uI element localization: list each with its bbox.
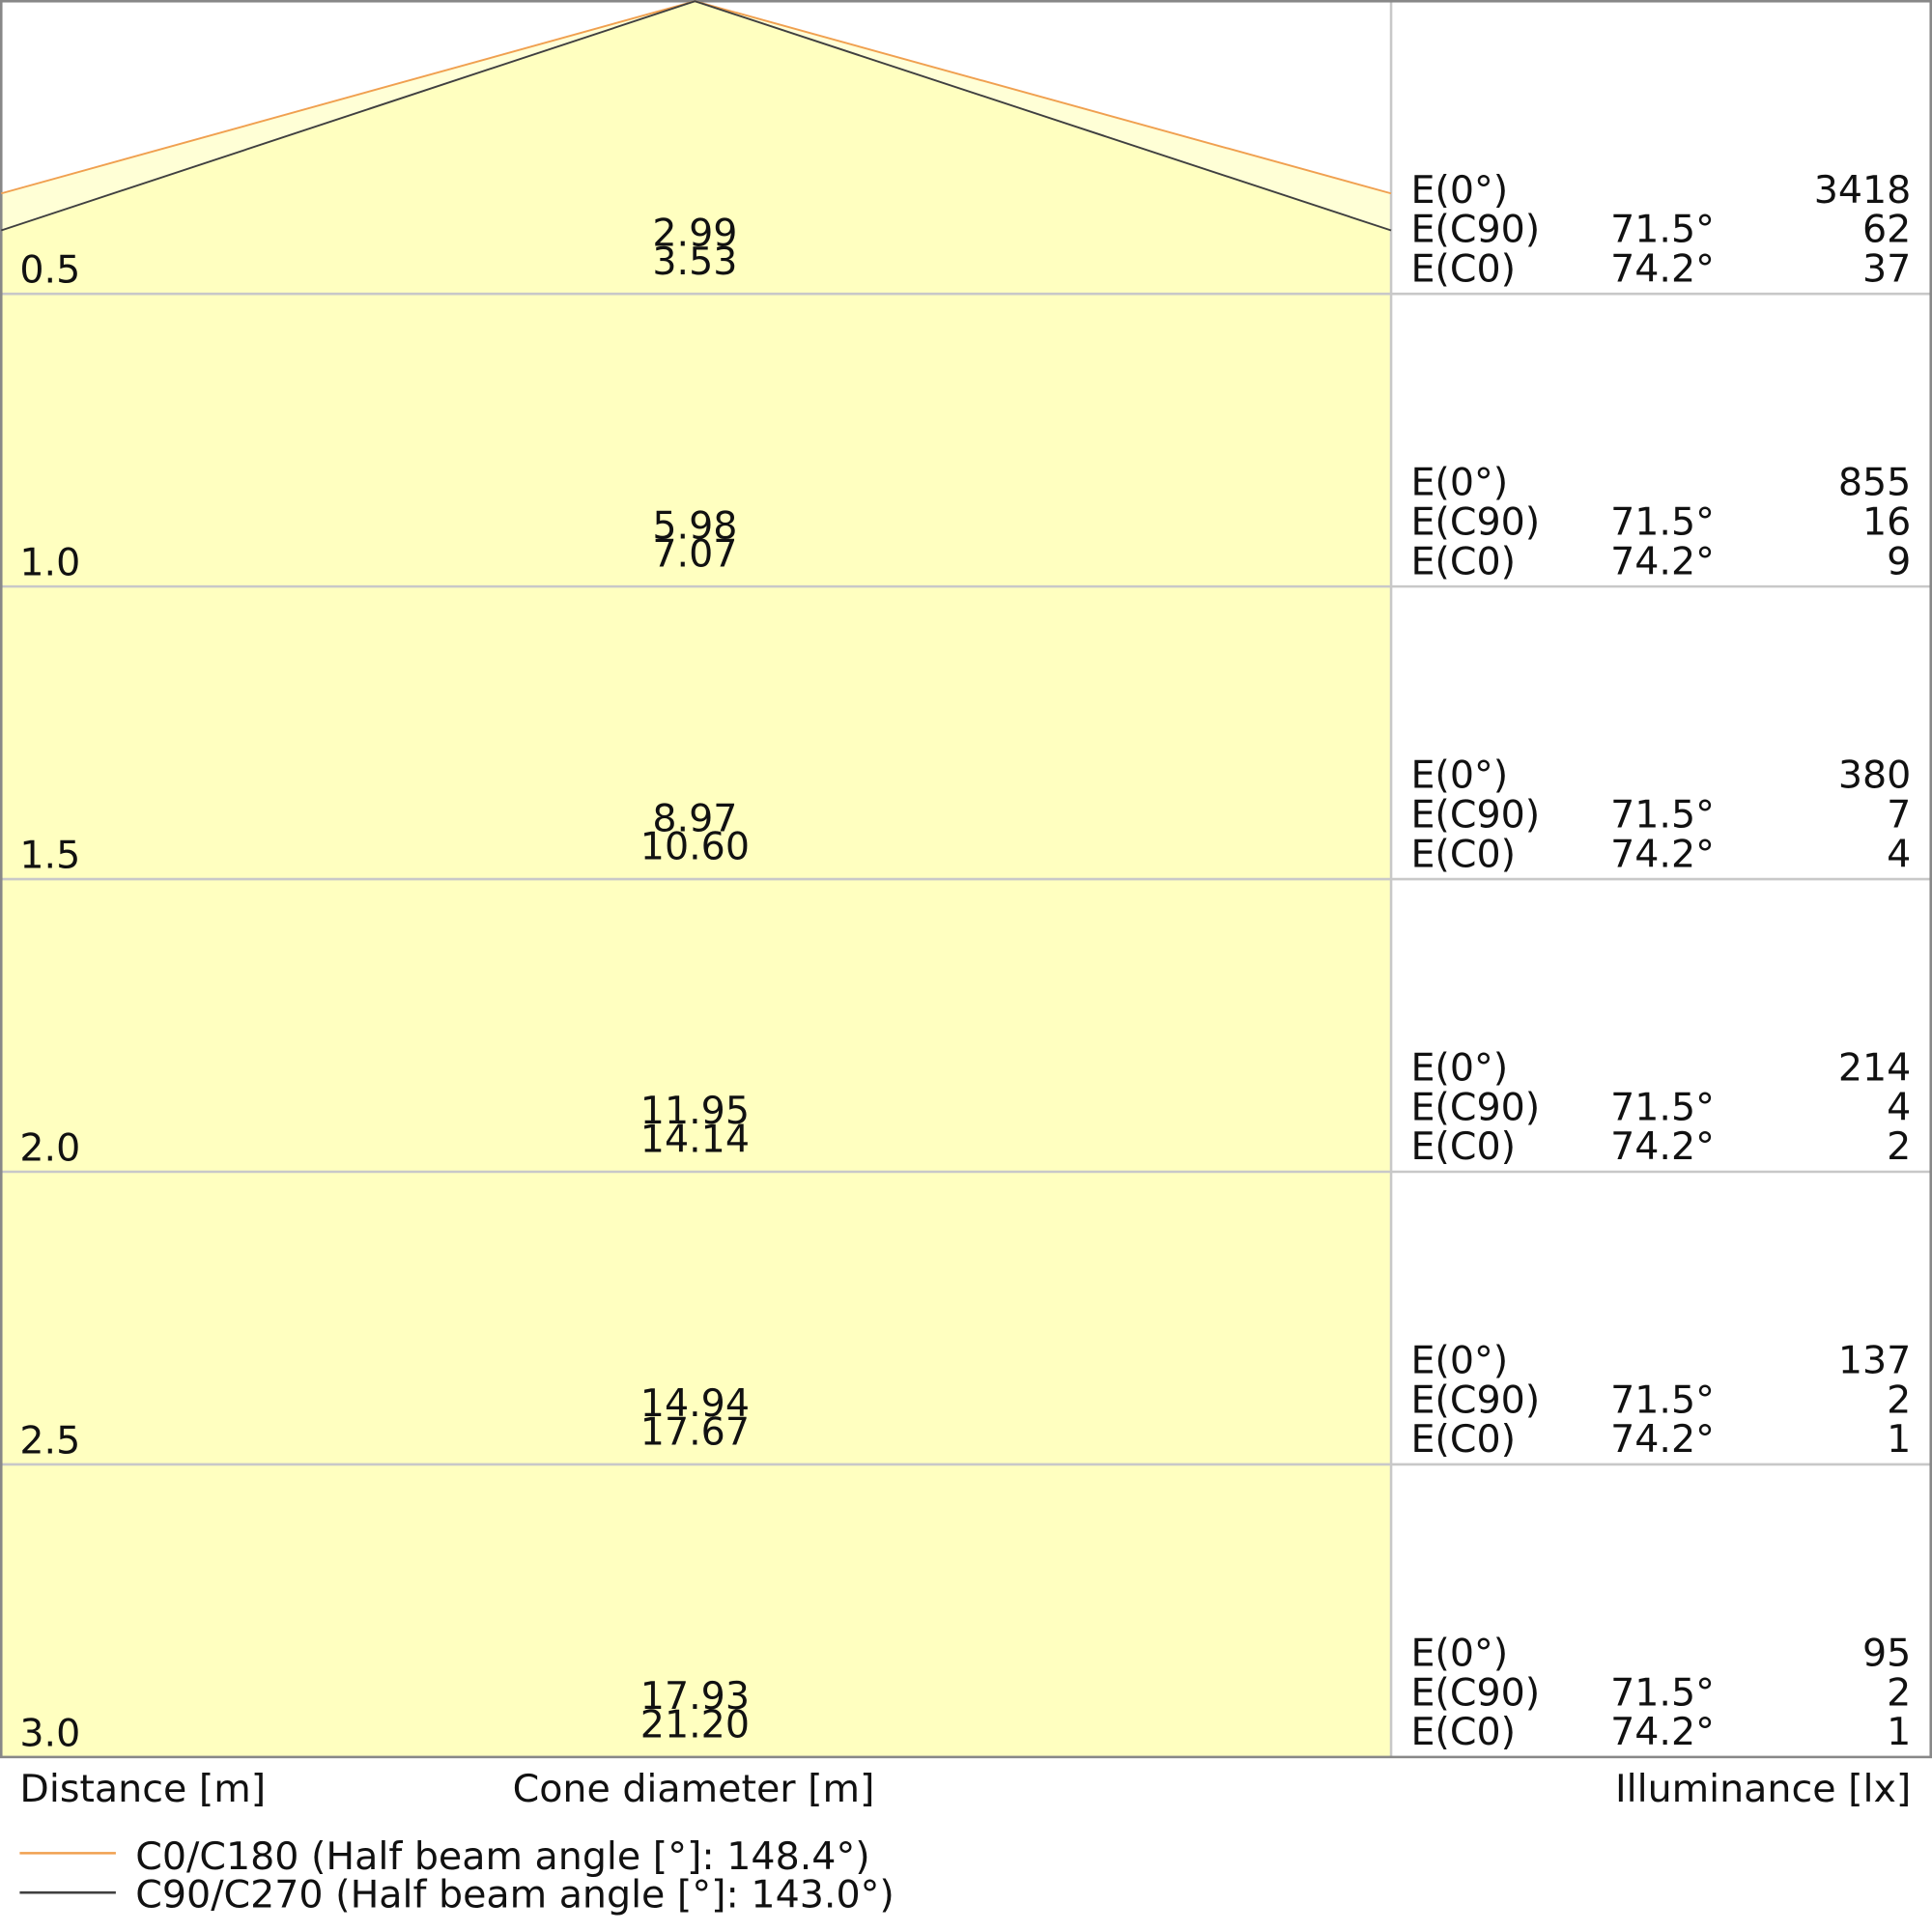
cone-diameter-c90: 8.97 [652,796,737,840]
cone-diameter-c90: 14.94 [640,1381,750,1426]
cone-label: Cone diameter [m] [513,1767,875,1811]
angle: 74.2° [1610,832,1715,876]
legend-entry: C90/C270 (Half beam angle [°]: 143.0°) [135,1872,895,1917]
cone-diameter-c0: 7.07 [652,532,737,577]
distance: 2.0 [19,1126,80,1171]
cone-diameter-c0: 14.14 [640,1118,750,1162]
distance: 1.0 [19,541,80,585]
frame [0,0,1932,1759]
illuminance-label: E(C0) [1410,1417,1516,1462]
distance: 3.0 [19,1711,80,1755]
illuminance-label: E(0°) [1410,461,1508,505]
cone-diameter-c90: 2.99 [652,211,737,255]
cone-diameter-c90: 17.93 [640,1674,750,1719]
angle: 74.2° [1610,246,1715,291]
cone-diameter-c0: 3.53 [652,240,737,284]
illuminance-value: 4 [1887,832,1911,876]
angle: 71.5° [1610,793,1715,838]
illuminance-value: 137 [1838,1339,1911,1383]
illuminance-label: E(C90) [1410,1085,1540,1129]
angle: 74.2° [1610,539,1715,583]
illuminance-value: 2 [1887,1378,1911,1422]
illuminance-value: 37 [1862,246,1911,291]
illuminance-label: E(0°) [1410,168,1508,213]
illuminance-label: E(C0) [1410,246,1516,291]
angle: 71.5° [1610,1085,1715,1129]
illuminance-label: E(C0) [1410,539,1516,583]
angle: 74.2° [1610,1417,1715,1462]
illuminance-label: E(C0) [1410,832,1516,876]
cone-diameter-c90: 5.98 [652,503,737,548]
illuminance-value: 3418 [1814,168,1912,213]
illuminance-value: 1 [1887,1710,1911,1754]
illuminance-value: 214 [1838,1046,1911,1091]
illuminance-label: E(C90) [1410,1378,1540,1422]
distance-label: Distance [m] [19,1767,266,1811]
illuminance-value: 16 [1862,500,1911,545]
illuminance-label: E(C0) [1410,1124,1516,1169]
illuminance-label: E(0°) [1410,1631,1508,1675]
illuminance-label: E(0°) [1410,1046,1508,1091]
illuminance-value: 62 [1862,208,1911,252]
angle: 74.2° [1610,1124,1715,1169]
illuminance-value: 9 [1887,539,1911,583]
angle: 71.5° [1610,1670,1715,1715]
angle: 71.5° [1610,208,1715,252]
angle: 71.5° [1610,1378,1715,1422]
illuminance-label: E(C90) [1410,1670,1540,1715]
angle: 71.5° [1610,500,1715,545]
legend-entry: C0/C180 (Half beam angle [°]: 148.4°) [135,1834,869,1879]
illuminance-label: E(C0) [1410,1710,1516,1754]
illuminance-label: E(C90) [1410,208,1540,252]
cone-diameter-c0: 21.20 [640,1702,750,1747]
cone-diameter-c90: 11.95 [640,1089,750,1133]
distance: 2.5 [19,1418,80,1463]
grid [1,292,1931,1466]
illuminance-value: 380 [1838,753,1911,798]
c90-beam-line [0,0,1392,232]
distance: 1.5 [19,834,80,878]
illuminance-label: E(C90) [1410,500,1540,545]
angle: 74.2° [1610,1710,1715,1754]
illuminance-value: 1 [1887,1417,1911,1462]
illuminance-value: 2 [1887,1124,1911,1169]
illuminance-label: E(0°) [1410,1339,1508,1383]
illuminance-value: 2 [1887,1670,1911,1715]
illuminance-value: 4 [1887,1085,1911,1129]
illuminance-value: 7 [1887,793,1911,838]
illuminance-value: 855 [1838,461,1911,505]
distance: 0.5 [19,248,80,293]
illuminance-label: Illuminance [lx] [1615,1767,1911,1811]
illuminance-label: E(C90) [1410,793,1540,838]
illuminance-label: E(0°) [1410,753,1508,798]
cone-diameter-c0: 10.60 [640,825,750,869]
illuminance-value: 95 [1862,1631,1911,1675]
cone-diameter-c0: 17.67 [640,1410,750,1455]
